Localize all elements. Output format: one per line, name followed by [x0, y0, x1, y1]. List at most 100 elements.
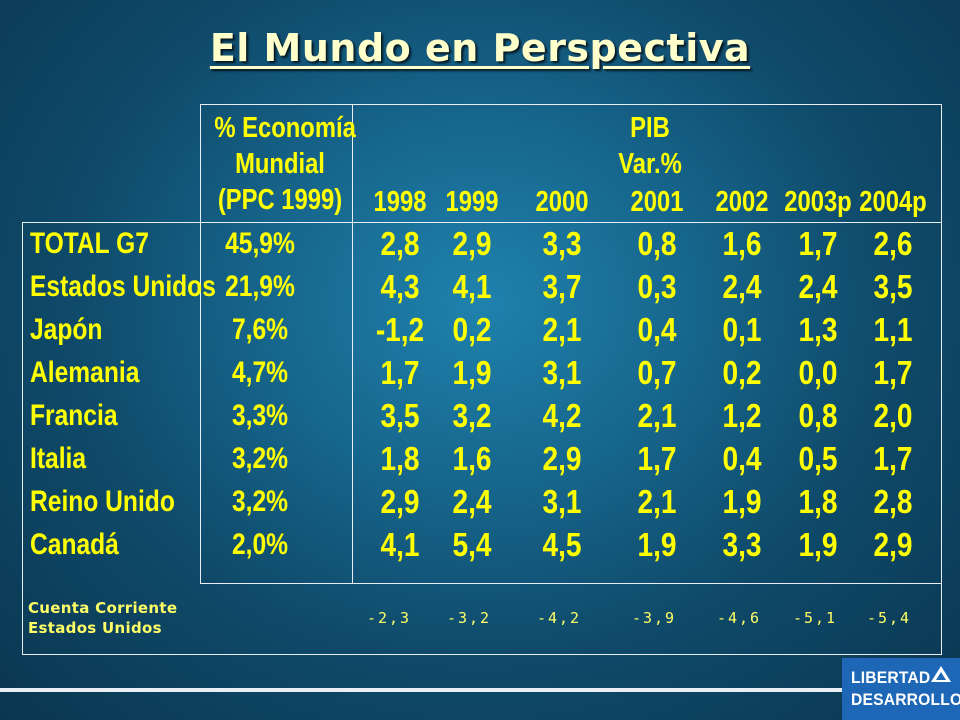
pib-value-2003p: 1,8 [798, 483, 838, 520]
pib-value-2000: 4,5 [542, 526, 582, 563]
pib-value-2003p: 1,9 [798, 526, 838, 563]
pib-value-2000: 2,9 [542, 440, 582, 477]
economy-share-value: 21,9% [225, 270, 295, 303]
pib-value-2002: 1,2 [722, 397, 762, 434]
current-account-value-1998: -2,3 [366, 609, 412, 627]
pib-value-1998: -1,2 [375, 311, 425, 348]
pib-value-2000: 4,2 [542, 397, 582, 434]
current-account-label: Cuenta Corriente Estados Unidos [28, 598, 177, 638]
pib-value-1998: 3,5 [380, 397, 420, 434]
pib-value-1999: 1,6 [452, 440, 492, 477]
logo-line2: DESARROLLO [851, 690, 960, 709]
current-account-value-2002: -4,6 [716, 609, 762, 627]
economy-share-value: 2,0% [231, 528, 289, 561]
pib-value-1999: 2,9 [452, 225, 492, 262]
year-header-2001: 2001 [630, 186, 684, 218]
year-header-1999: 1999 [445, 186, 499, 218]
country-name: TOTAL G7 [30, 227, 149, 260]
pib-value-2000: 3,1 [542, 354, 582, 391]
economy-share-value: 3,3% [231, 399, 289, 432]
pib-value-2001: 0,3 [637, 268, 677, 305]
pib-value-2004p: 2,6 [873, 225, 913, 262]
pib-value-2003p: 0,0 [798, 354, 838, 391]
pib-value-2000: 2,1 [542, 311, 582, 348]
pib-value-2004p: 2,0 [873, 397, 913, 434]
pib-value-2004p: 2,8 [873, 483, 913, 520]
header-pib: PIB [630, 112, 670, 144]
current-account-value-2001: -3,9 [631, 609, 677, 627]
country-name: Japón [30, 313, 103, 346]
pib-value-2004p: 1,7 [873, 354, 913, 391]
table-row: Estados Unidos 21,9% 4,3 4,1 3,7 0,3 2,4 2,4 3,5 [0, 267, 960, 307]
year-header-2000: 2000 [535, 186, 589, 218]
current-account-label-line1: Cuenta Corriente [28, 599, 178, 617]
year-header-1998: 1998 [373, 186, 427, 218]
country-name: Italia [30, 442, 87, 475]
pib-value-2002: 0,2 [722, 354, 762, 391]
header-pib-var: Var.% [618, 148, 682, 180]
country-name: Reino Unido [30, 485, 175, 518]
pib-value-2000: 3,3 [542, 225, 582, 262]
economy-share-value: 4,7% [231, 356, 289, 389]
pib-value-2004p: 3,5 [873, 268, 913, 305]
header-economy-share-line3: (PPC 1999) [217, 184, 343, 216]
table-row: Canadá 2,0% 4,1 5,4 4,5 1,9 3,3 1,9 2,9 [0, 525, 960, 565]
table-row: Reino Unido 3,2% 2,9 2,4 3,1 2,1 1,9 1,8 2,8 [0, 482, 960, 522]
current-account-value-2000: -4,2 [536, 609, 582, 627]
pib-value-1998: 4,3 [380, 268, 420, 305]
pib-value-1998: 1,7 [380, 354, 420, 391]
table-row: TOTAL G7 45,9% 2,8 2,9 3,3 0,8 1,6 1,7 2,6 [0, 224, 960, 264]
pib-value-2001: 1,9 [637, 526, 677, 563]
year-header-2002: 2002 [715, 186, 769, 218]
country-name: Estados Unidos [30, 270, 216, 303]
pib-value-2003p: 2,4 [798, 268, 838, 305]
pib-value-2001: 1,7 [637, 440, 677, 477]
pib-value-2003p: 1,3 [798, 311, 838, 348]
bottom-divider [0, 688, 842, 692]
year-header-2003p: 2003p [784, 186, 852, 218]
country-name: Canadá [30, 528, 119, 561]
pib-value-1999: 5,4 [452, 526, 492, 563]
pib-value-2000: 3,1 [542, 483, 582, 520]
page-title: El Mundo en Perspectiva [209, 26, 751, 70]
pib-value-2001: 2,1 [637, 397, 677, 434]
pib-value-2002: 1,6 [722, 225, 762, 262]
pib-value-1998: 2,8 [380, 225, 420, 262]
header-economy-share-line2: Mundial [235, 148, 325, 180]
pib-value-2003p: 1,7 [798, 225, 838, 262]
pib-value-2004p: 1,1 [873, 311, 913, 348]
table-row: Francia 3,3% 3,5 3,2 4,2 2,1 1,2 0,8 2,0 [0, 396, 960, 436]
pib-value-1999: 0,2 [452, 311, 492, 348]
pib-value-2000: 3,7 [542, 268, 582, 305]
economy-share-value: 3,2% [231, 442, 289, 475]
current-account-value-1999: -3,2 [446, 609, 492, 627]
libertad-desarrollo-logo: LIBERTAD DESARROLLO [842, 658, 960, 720]
pib-value-2002: 3,3 [722, 526, 762, 563]
pib-value-2002: 2,4 [722, 268, 762, 305]
pib-value-1999: 3,2 [452, 397, 492, 434]
pib-value-1999: 4,1 [452, 268, 492, 305]
current-account-label-line2: Estados Unidos [28, 619, 162, 637]
table-row: Alemania 4,7% 1,7 1,9 3,1 0,7 0,2 0,0 1,7 [0, 353, 960, 393]
economy-share-value: 7,6% [231, 313, 289, 346]
pib-value-2001: 2,1 [637, 483, 677, 520]
header-economy-share-line1: % Economía [214, 112, 356, 144]
pib-value-1998: 1,8 [380, 440, 420, 477]
current-account-value-2004p: -5,4 [866, 609, 912, 627]
table-row: Italia 3,2% 1,8 1,6 2,9 1,7 0,4 0,5 1,7 [0, 439, 960, 479]
economy-share-value: 45,9% [225, 227, 295, 260]
country-name: Alemania [30, 356, 140, 389]
pib-value-2001: 0,8 [637, 225, 677, 262]
pib-value-2004p: 1,7 [873, 440, 913, 477]
pib-value-2002: 0,4 [722, 440, 762, 477]
current-account-value-2003p: -5,1 [792, 609, 838, 627]
pib-value-1999: 2,4 [452, 483, 492, 520]
table-row: Japón 7,6% -1,2 0,2 2,1 0,4 0,1 1,3 1,1 [0, 310, 960, 350]
pib-value-2004p: 2,9 [873, 526, 913, 563]
year-header-2004p: 2004p [859, 186, 927, 218]
pib-value-1998: 2,9 [380, 483, 420, 520]
pib-value-2003p: 0,8 [798, 397, 838, 434]
pib-value-1999: 1,9 [452, 354, 492, 391]
pib-value-1998: 4,1 [380, 526, 420, 563]
pib-value-2002: 1,9 [722, 483, 762, 520]
